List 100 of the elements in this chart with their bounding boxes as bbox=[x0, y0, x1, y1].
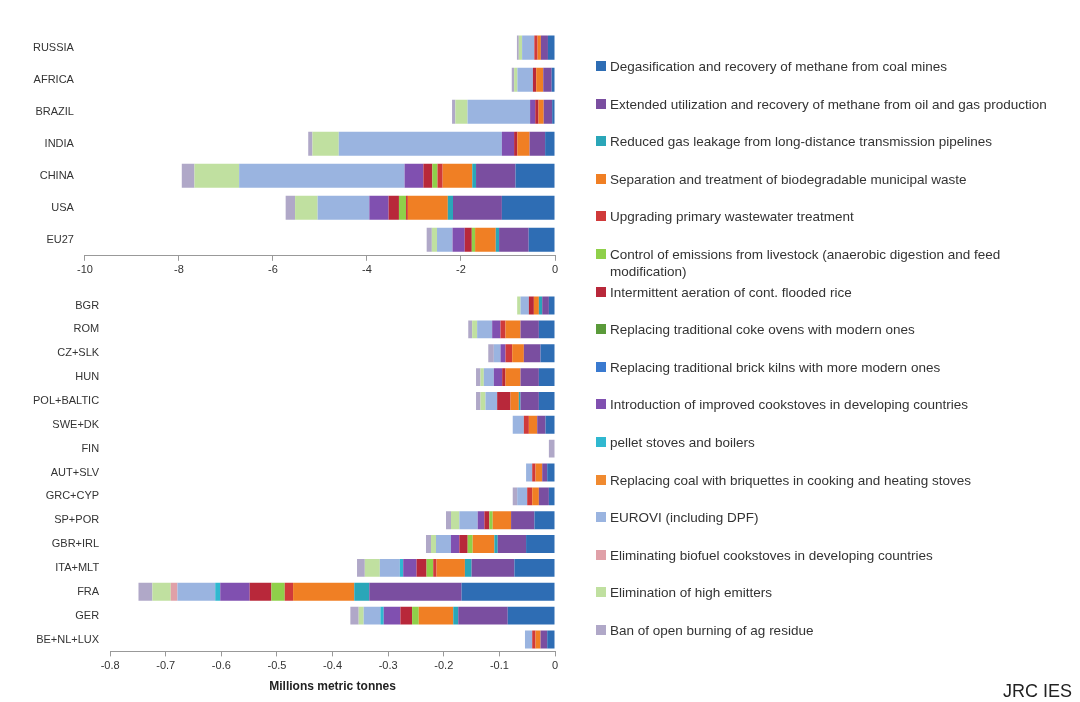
bar bbox=[523, 344, 541, 363]
legend-label: Replacing coal with briquettes in cooking and heating stoves bbox=[610, 471, 971, 489]
bar bbox=[536, 67, 544, 92]
bar bbox=[170, 582, 178, 601]
bar bbox=[517, 131, 530, 156]
bar bbox=[512, 344, 524, 363]
bar bbox=[548, 296, 555, 315]
bar bbox=[534, 511, 555, 530]
legend-label: Control of emissions from livestock (anaerobic digestion and feed modification) bbox=[610, 245, 1002, 280]
legend-label: Reduced gas leakage from long-distance transmission pipelines bbox=[610, 133, 992, 151]
y-tick-label: BRAZIL bbox=[35, 104, 74, 117]
bar bbox=[480, 368, 484, 387]
bar bbox=[512, 415, 524, 434]
bar bbox=[540, 35, 548, 60]
bar bbox=[433, 558, 437, 577]
bar bbox=[369, 195, 389, 220]
bar bbox=[501, 131, 515, 156]
bar bbox=[338, 131, 502, 156]
bar bbox=[480, 392, 486, 410]
bar bbox=[514, 558, 555, 577]
bar bbox=[476, 163, 516, 188]
y-tick-label: ITA+MLT bbox=[55, 560, 100, 573]
bar bbox=[426, 227, 432, 252]
bar bbox=[464, 558, 472, 577]
bar bbox=[499, 227, 529, 252]
legend-label: Eliminating biofuel cookstoves in developing countries bbox=[610, 546, 933, 564]
bar bbox=[529, 131, 546, 156]
bar bbox=[403, 558, 417, 577]
y-tick-label: ROM bbox=[73, 322, 100, 335]
legend-label: Ban of open burning of ag residue bbox=[610, 621, 814, 639]
bar bbox=[500, 344, 506, 363]
bar bbox=[284, 582, 294, 601]
bar bbox=[532, 463, 536, 482]
bar bbox=[551, 67, 555, 92]
bar bbox=[430, 535, 436, 554]
bar bbox=[532, 487, 539, 506]
bar bbox=[380, 606, 384, 625]
bar bbox=[453, 195, 502, 220]
bar bbox=[528, 227, 555, 252]
bar bbox=[416, 558, 427, 577]
bar bbox=[526, 463, 533, 482]
bar bbox=[530, 99, 536, 124]
y-tick-label: AUT+SLV bbox=[50, 465, 100, 478]
bar bbox=[399, 558, 404, 577]
bar bbox=[412, 606, 419, 625]
x-tick-label: -0.2 bbox=[434, 659, 454, 672]
bar bbox=[533, 296, 539, 315]
bar bbox=[484, 511, 490, 530]
bar bbox=[452, 99, 456, 124]
bar bbox=[515, 163, 555, 188]
x-tick-label: -0.8 bbox=[100, 659, 120, 672]
bar bbox=[488, 344, 494, 363]
bar bbox=[181, 163, 195, 188]
bar bbox=[358, 606, 364, 625]
bar bbox=[540, 344, 555, 363]
bar bbox=[552, 99, 555, 124]
bar bbox=[425, 535, 431, 554]
y-tick-label: INDIA bbox=[44, 136, 75, 149]
y-tick-label: BE+NL+LUX bbox=[36, 632, 100, 645]
bar bbox=[547, 463, 555, 482]
bar bbox=[542, 463, 548, 482]
bar bbox=[404, 163, 424, 188]
bar bbox=[517, 487, 528, 506]
x-tick-label: 0 bbox=[551, 263, 559, 276]
bar bbox=[520, 320, 539, 339]
legend-label: Extended utilization and recovery of methane from oil and gas production bbox=[610, 95, 1047, 113]
bar bbox=[489, 511, 493, 530]
x-tick-label: -2 bbox=[456, 263, 466, 276]
bar bbox=[495, 227, 500, 252]
bar bbox=[528, 296, 534, 315]
x-tick-label: -0.5 bbox=[267, 659, 287, 672]
legend-label: Introduction of improved cookstoves in developing countries bbox=[610, 396, 968, 414]
bar bbox=[483, 368, 494, 387]
bar bbox=[467, 535, 473, 554]
bar bbox=[459, 511, 478, 530]
y-tick-label: SP+POR bbox=[54, 513, 100, 526]
bar bbox=[542, 296, 549, 315]
bar bbox=[520, 296, 529, 315]
bar bbox=[547, 35, 555, 60]
bar bbox=[532, 67, 537, 92]
bar bbox=[436, 558, 465, 577]
bar bbox=[505, 344, 513, 363]
bar bbox=[523, 415, 529, 434]
y-tick-label: HUN bbox=[75, 370, 100, 383]
y-tick-label: CHINA bbox=[39, 168, 75, 181]
y-tick-label: BGR bbox=[75, 298, 100, 311]
bar bbox=[543, 99, 553, 124]
bar bbox=[432, 163, 438, 188]
bar bbox=[398, 195, 406, 220]
bar bbox=[526, 535, 555, 554]
x-tick-label: -0.4 bbox=[323, 659, 343, 672]
y-tick-label: RUSSIA bbox=[32, 40, 75, 53]
bar bbox=[472, 535, 495, 554]
bar bbox=[517, 296, 521, 315]
bar bbox=[436, 535, 452, 554]
bar bbox=[538, 99, 544, 124]
bar bbox=[461, 582, 555, 601]
bar bbox=[177, 582, 216, 601]
y-tick-label: POL+BALTIC bbox=[32, 393, 100, 406]
bar bbox=[514, 131, 518, 156]
